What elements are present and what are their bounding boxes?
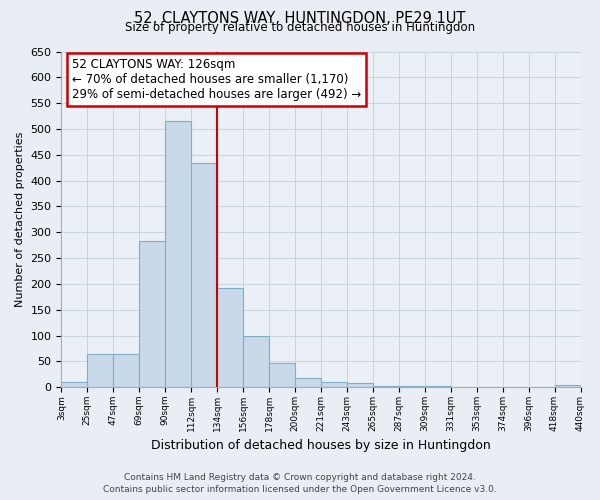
Bar — [191, 162, 217, 387]
Text: Contains HM Land Registry data © Crown copyright and database right 2024.
Contai: Contains HM Land Registry data © Crown c… — [103, 472, 497, 494]
Bar — [139, 241, 165, 387]
Bar — [425, 386, 451, 387]
Text: 52, CLAYTONS WAY, HUNTINGDON, PE29 1UT: 52, CLAYTONS WAY, HUNTINGDON, PE29 1UT — [134, 11, 466, 26]
Bar — [399, 386, 425, 387]
Bar — [451, 386, 476, 387]
Bar — [269, 364, 295, 387]
Bar — [295, 378, 321, 387]
Bar — [165, 121, 191, 387]
Bar — [113, 354, 139, 387]
Bar — [321, 382, 347, 387]
Text: Size of property relative to detached houses in Huntingdon: Size of property relative to detached ho… — [125, 22, 475, 35]
Y-axis label: Number of detached properties: Number of detached properties — [15, 132, 25, 307]
Bar — [373, 386, 399, 387]
Bar — [243, 336, 269, 387]
Bar — [554, 385, 581, 387]
Bar — [61, 382, 88, 387]
Bar — [347, 383, 373, 387]
Bar — [217, 288, 243, 387]
Bar — [88, 354, 113, 387]
X-axis label: Distribution of detached houses by size in Huntingdon: Distribution of detached houses by size … — [151, 440, 491, 452]
Text: 52 CLAYTONS WAY: 126sqm
← 70% of detached houses are smaller (1,170)
29% of semi: 52 CLAYTONS WAY: 126sqm ← 70% of detache… — [72, 58, 361, 101]
